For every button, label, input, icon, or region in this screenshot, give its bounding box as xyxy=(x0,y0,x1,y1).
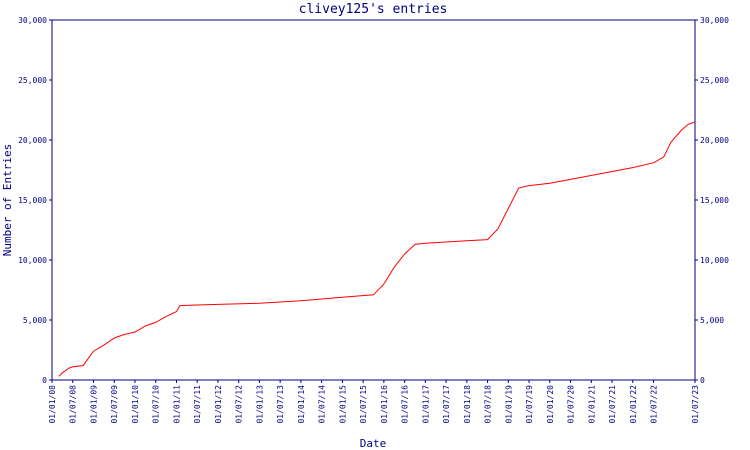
x-tick-label: 01/07/18 xyxy=(484,385,493,424)
x-tick-label: 01/07/11 xyxy=(193,385,202,424)
y-tick-label: 0 xyxy=(42,376,47,385)
x-tick-label: 01/07/21 xyxy=(608,385,617,424)
x-tick-label: 01/07/14 xyxy=(318,385,327,424)
y2-tick-label: 10,000 xyxy=(700,256,729,265)
y2-tick-label: 0 xyxy=(700,376,705,385)
x-tick-label: 01/01/12 xyxy=(214,385,223,424)
x-axis-label: Date xyxy=(360,437,387,450)
x-tick-label: 01/07/23 xyxy=(691,385,700,424)
x-tick-label: 01/01/16 xyxy=(380,385,389,424)
x-tick-label: 01/07/08 xyxy=(69,385,78,424)
y-tick-label: 25,000 xyxy=(18,76,47,85)
x-tick-label: 01/07/13 xyxy=(276,385,285,424)
x-tick-label: 01/01/15 xyxy=(338,385,347,424)
x-tick-label: 01/01/09 xyxy=(89,385,98,424)
x-tick-label: 01/07/19 xyxy=(525,385,534,424)
chart-title: clivey125's entries xyxy=(299,2,448,17)
x-tick-label: 01/07/10 xyxy=(152,385,161,424)
x-tick-label: 01/07/20 xyxy=(567,385,576,424)
x-tick-label: 01/01/08 xyxy=(48,385,57,424)
y-tick-label: 15,000 xyxy=(18,196,47,205)
x-tick-label: 01/07/12 xyxy=(235,385,244,424)
y2-tick-label: 20,000 xyxy=(700,136,729,145)
y-tick-label: 5,000 xyxy=(23,316,47,325)
x-tick-label: 01/01/17 xyxy=(421,385,430,424)
y2-tick-label: 15,000 xyxy=(700,196,729,205)
y2-tick-label: 5,000 xyxy=(700,316,724,325)
x-tick-label: 01/07/22 xyxy=(650,385,659,424)
x-tick-label: 01/01/18 xyxy=(463,385,472,424)
x-tick-label: 01/07/15 xyxy=(359,385,368,424)
y-tick-label: 30,000 xyxy=(18,16,47,25)
y-tick-label: 10,000 xyxy=(18,256,47,265)
x-tick-label: 01/01/10 xyxy=(131,385,140,424)
y-axis-label: Number of Entries xyxy=(1,144,14,257)
x-tick-label: 01/01/22 xyxy=(629,385,638,424)
x-tick-label: 01/01/13 xyxy=(255,385,264,424)
data-line xyxy=(58,121,696,377)
x-tick-label: 01/01/14 xyxy=(297,385,306,424)
x-tick-label: 01/07/17 xyxy=(442,385,451,424)
plot-frame xyxy=(51,19,696,381)
x-tick-label: 01/01/21 xyxy=(587,385,596,424)
x-tick-label: 01/01/11 xyxy=(172,385,181,424)
x-tick-label: 01/07/09 xyxy=(110,385,119,424)
x-tick-label: 01/07/16 xyxy=(401,385,410,424)
x-tick-label: 01/01/20 xyxy=(546,385,555,424)
y2-tick-label: 30,000 xyxy=(700,16,729,25)
y-tick-label: 20,000 xyxy=(18,136,47,145)
x-tick-label: 01/01/19 xyxy=(504,385,513,424)
y2-tick-label: 25,000 xyxy=(700,76,729,85)
